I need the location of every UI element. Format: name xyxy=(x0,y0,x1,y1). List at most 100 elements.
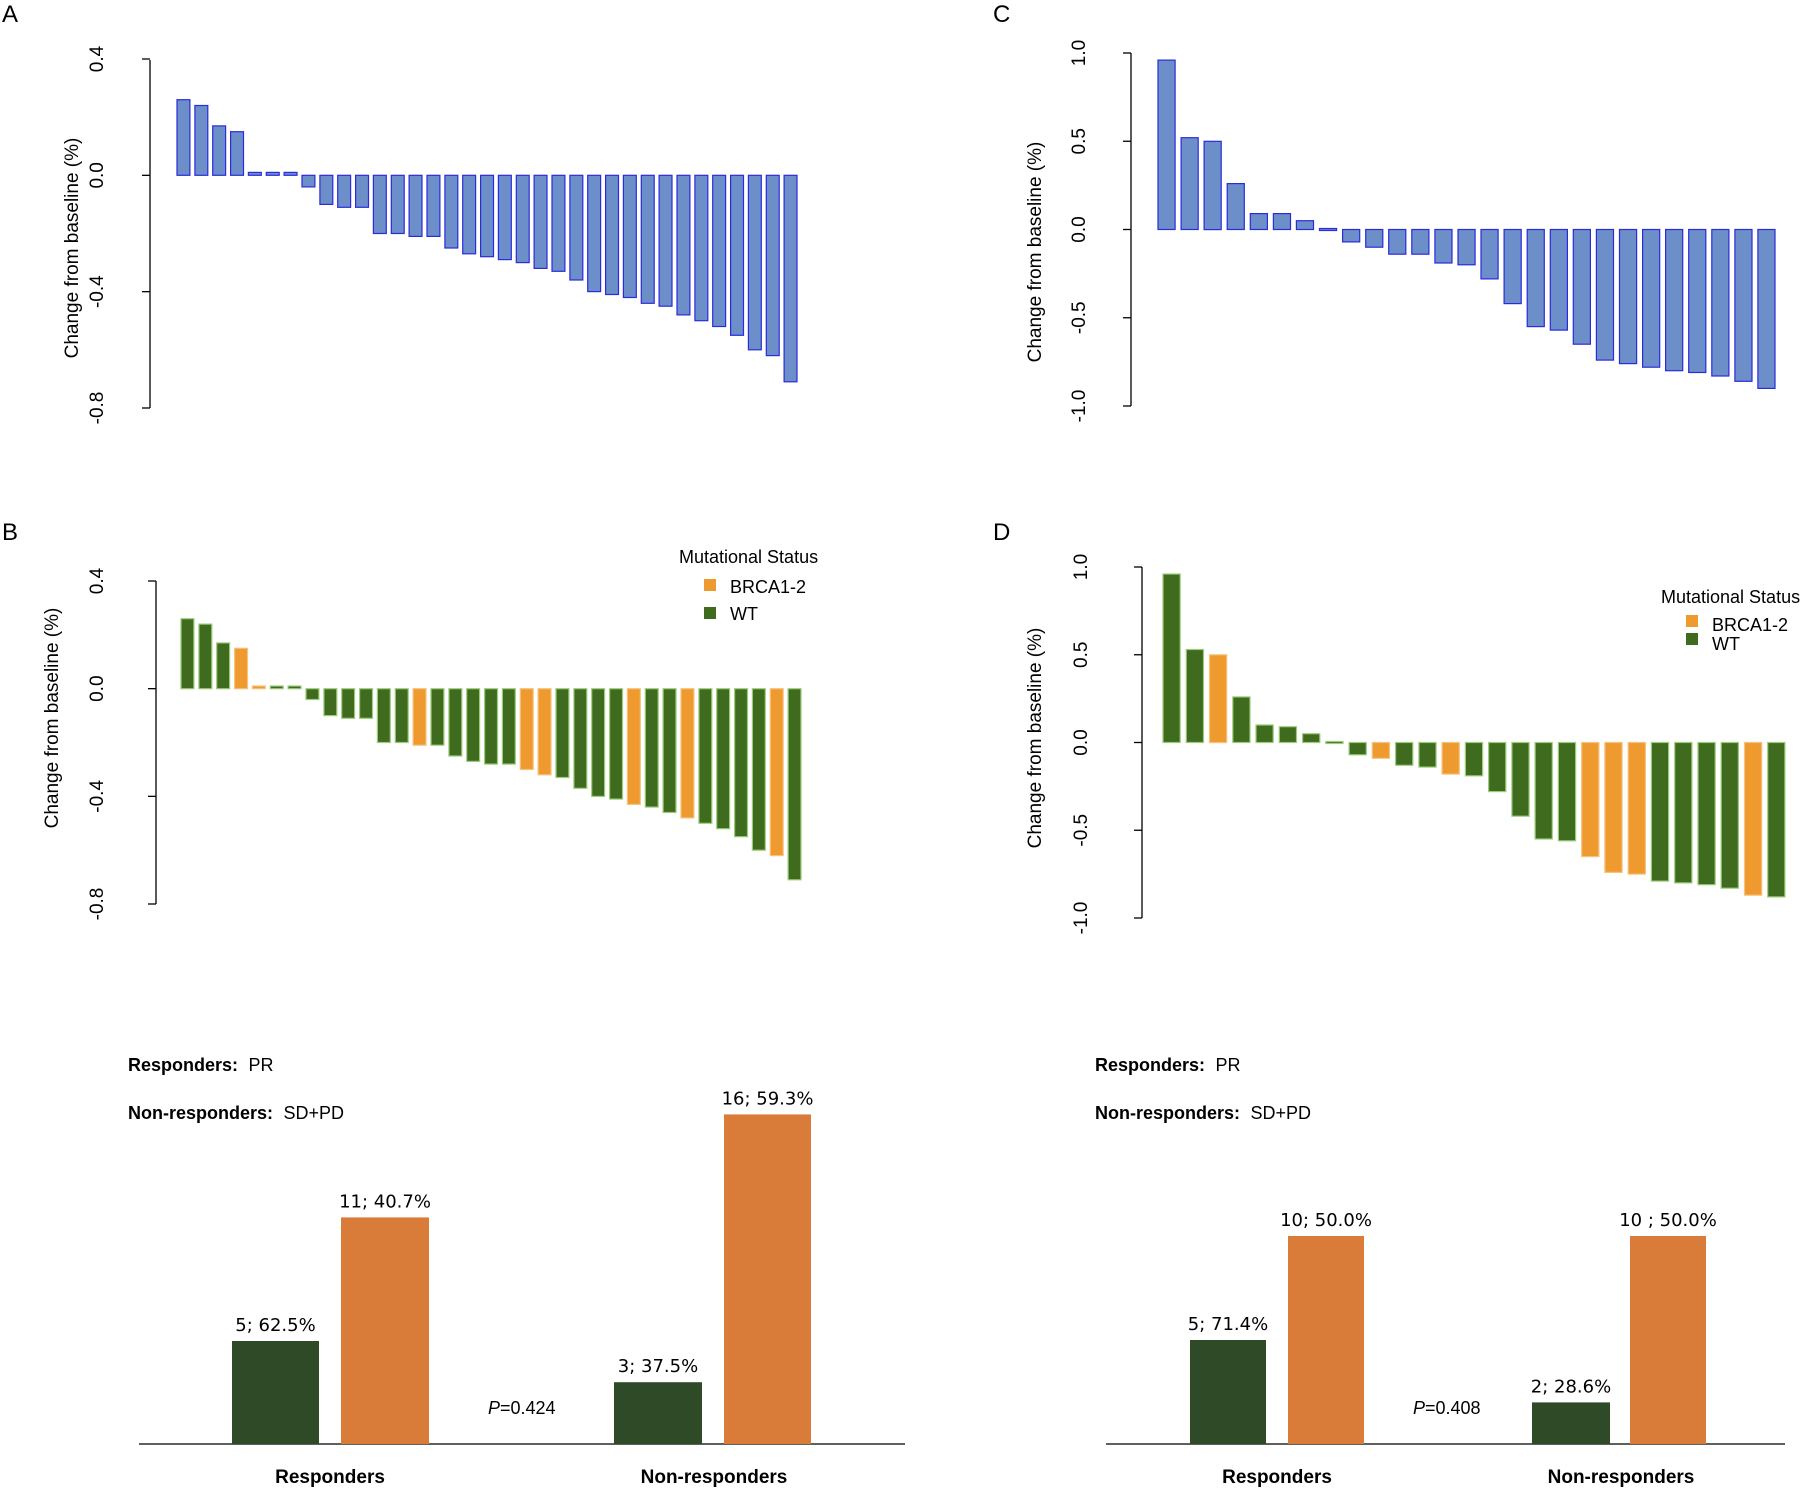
waterfall-bar xyxy=(1557,741,1577,842)
waterfall-bar xyxy=(1318,227,1338,232)
waterfall-bar xyxy=(1464,741,1484,777)
waterfall-bar xyxy=(733,688,749,838)
waterfall-bar xyxy=(716,688,731,830)
summary-bar-label: 5; 71.4% xyxy=(1188,1314,1268,1335)
waterfall-bar xyxy=(251,685,266,690)
waterfall-bar xyxy=(591,688,606,798)
summary-left-nonresponders-value: SD+PD xyxy=(283,1103,344,1123)
waterfall-bar xyxy=(515,174,530,264)
panel-d-legend: Mutational Status BRCA1-2 WT xyxy=(1661,587,1800,654)
summary-bar xyxy=(1630,1236,1706,1444)
waterfall-bar xyxy=(1627,741,1646,875)
panel-d-legend-wt-swatch xyxy=(1686,633,1698,645)
panel-c-y-label: Change from baseline (%) xyxy=(1025,142,1046,363)
summary-right-bars: 5; 71.4% 10; 50.0% 2; 28.6% 10 ; 50.0% xyxy=(1188,1210,1717,1444)
y-tick-label: 0.5 xyxy=(1069,128,1090,154)
waterfall-bar xyxy=(180,618,195,690)
summary-bar-label: 3; 37.5% xyxy=(618,1356,698,1377)
panel-b-legend-brca-swatch xyxy=(704,579,716,591)
panel-d-legend-wt-label: WT xyxy=(1712,634,1740,654)
waterfall-bar xyxy=(462,174,477,255)
waterfall-bar xyxy=(408,174,423,238)
waterfall-bar xyxy=(1650,741,1670,882)
waterfall-bar xyxy=(1249,213,1269,231)
panel-b: B -0.8 -0.4 0.0 0.4 Change from baseline (%… xyxy=(2,519,818,920)
summary-left-nonresponders-label: Non-responders: xyxy=(128,1103,273,1123)
waterfall-bar xyxy=(1365,228,1384,248)
waterfall-bar xyxy=(519,688,534,771)
waterfall-bar xyxy=(212,125,227,176)
waterfall-bar xyxy=(1411,228,1430,255)
waterfall-bar xyxy=(1511,741,1530,817)
y-tick-label: -0.8 xyxy=(87,392,108,425)
summary-bar-label: 11; 40.7% xyxy=(339,1191,431,1212)
summary-bar xyxy=(341,1217,429,1444)
waterfall-bar xyxy=(444,174,459,249)
summary-bar-label: 10 ; 50.0% xyxy=(1619,1210,1717,1231)
waterfall-bar xyxy=(1618,228,1638,365)
summary-right-category-nonresponders: Non-responders xyxy=(1548,1467,1695,1488)
waterfall-bar xyxy=(1664,228,1684,372)
panel-b-legend-wt-swatch xyxy=(704,607,716,619)
waterfall-bar xyxy=(1232,696,1251,744)
waterfall-bar xyxy=(662,688,677,814)
waterfall-bar xyxy=(1480,228,1499,280)
y-tick-label: -0.8 xyxy=(87,888,108,921)
y-tick-label: -0.4 xyxy=(87,275,108,308)
y-tick-label: 0.4 xyxy=(87,567,108,594)
waterfall-bar xyxy=(747,174,762,351)
waterfall-bar xyxy=(1674,741,1693,884)
summary-right-pvalue: P=0.408 xyxy=(1413,1398,1481,1418)
waterfall-bar xyxy=(1457,228,1476,266)
waterfall-bar xyxy=(1185,648,1205,744)
waterfall-bar xyxy=(712,174,727,328)
waterfall-bar xyxy=(247,171,262,176)
waterfall-bar xyxy=(533,174,548,270)
waterfall-bar xyxy=(1734,228,1753,382)
panel-a-letter: A xyxy=(2,1,18,28)
waterfall-bar xyxy=(622,174,637,299)
waterfall-bar xyxy=(1295,220,1315,231)
waterfall-bar xyxy=(376,688,391,744)
panel-d-y-label: Change from baseline (%) xyxy=(1025,628,1046,849)
waterfall-bar xyxy=(608,688,624,800)
waterfall-bar xyxy=(698,688,713,824)
y-tick-label: 1.0 xyxy=(1069,40,1090,66)
summary-bar xyxy=(1288,1236,1364,1444)
waterfall-bar xyxy=(287,685,302,690)
waterfall-bar xyxy=(1526,228,1545,328)
y-tick-label: 0.0 xyxy=(1069,216,1090,242)
summary-right-pvalue-p: P xyxy=(1413,1398,1425,1418)
y-tick-label: -0.5 xyxy=(1069,301,1090,334)
waterfall-bar xyxy=(640,174,655,304)
summary-left-pvalue-p: P xyxy=(488,1398,500,1418)
summary-bar-label: 16; 59.3% xyxy=(722,1088,814,1109)
waterfall-bar xyxy=(1711,228,1730,377)
summary-bar-label: 5; 62.5% xyxy=(235,1315,315,1336)
waterfall-bar xyxy=(1325,740,1344,745)
waterfall-bar xyxy=(234,647,249,690)
panel-b-legend: Mutational Status BRCA1-2 WT xyxy=(679,547,818,624)
waterfall-bar xyxy=(341,688,356,719)
waterfall-bar xyxy=(604,174,620,296)
summary-left-nonresponders-def: Non-responders: SD+PD xyxy=(128,1103,344,1123)
waterfall-bar xyxy=(551,174,566,272)
waterfall-bar xyxy=(1572,228,1592,345)
y-tick-label: 0.0 xyxy=(87,675,108,701)
waterfall-bar xyxy=(372,174,387,235)
waterfall-bar xyxy=(769,688,784,857)
waterfall-bar xyxy=(412,688,427,746)
waterfall-bar xyxy=(1162,573,1181,744)
waterfall-bar xyxy=(198,623,213,690)
waterfall-bar xyxy=(430,688,445,746)
panel-c-letter: C xyxy=(993,1,1010,28)
waterfall-bar xyxy=(1688,228,1707,374)
waterfall-bar xyxy=(390,174,405,235)
waterfall-bar xyxy=(644,688,659,808)
waterfall-bar xyxy=(359,688,374,719)
waterfall-bar xyxy=(1581,741,1600,858)
waterfall-bar xyxy=(694,174,709,322)
waterfall-bar xyxy=(1203,140,1222,231)
waterfall-bar xyxy=(1720,741,1739,889)
